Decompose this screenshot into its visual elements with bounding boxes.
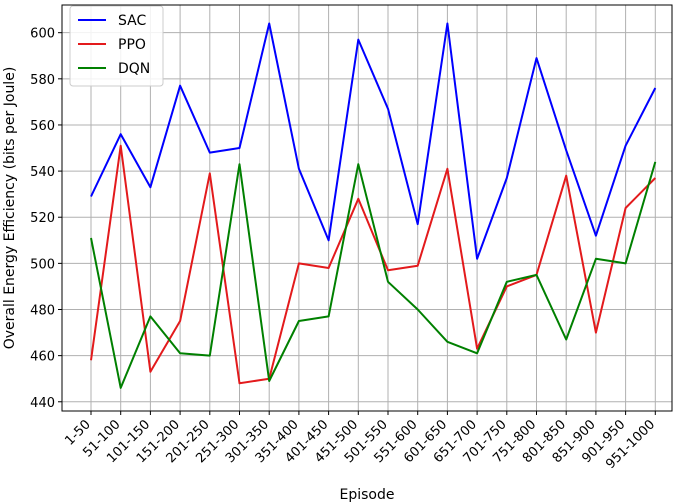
series-lines <box>90 22 657 389</box>
y-axis-title: Overall Energy Efficiency (bits per Joul… <box>2 67 18 350</box>
y-tick-label: 500 <box>30 257 55 272</box>
y-tick-label: 440 <box>30 396 55 411</box>
legend-label-sac: SAC <box>118 13 146 29</box>
plot-area-frame <box>61 4 673 412</box>
y-tick-label: 560 <box>30 119 55 134</box>
legend-box <box>69 5 164 87</box>
series-line-dqn <box>90 161 657 389</box>
series-line-ppo <box>90 144 657 385</box>
y-tick-label: 520 <box>30 211 55 226</box>
y-tick-label: 460 <box>30 350 55 365</box>
legend: SAC PPO DQN <box>69 5 164 87</box>
legend-label-dqn: DQN <box>118 61 150 77</box>
legend-label-ppo: PPO <box>118 37 146 53</box>
y-tick-label: 480 <box>30 304 55 319</box>
y-tick-label: 540 <box>30 165 55 180</box>
x-axis-title: Episode <box>340 487 395 503</box>
y-tick-label: 600 <box>30 27 55 42</box>
y-tick-label: 580 <box>30 73 55 88</box>
series-line-sac <box>90 22 657 260</box>
